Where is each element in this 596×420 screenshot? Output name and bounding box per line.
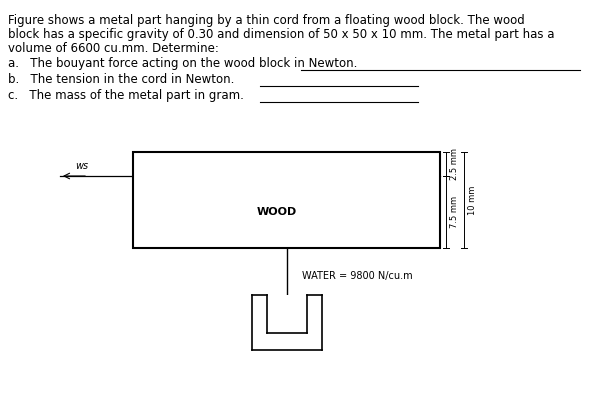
Bar (133, 152, 440, 248)
Text: WATER = 9800 N/cu.m: WATER = 9800 N/cu.m (302, 271, 412, 281)
Text: 7.5 mm: 7.5 mm (450, 196, 459, 228)
Text: Figure shows a metal part hanging by a thin cord from a floating wood block. The: Figure shows a metal part hanging by a t… (8, 14, 524, 27)
Text: 2.5 mm: 2.5 mm (450, 148, 459, 180)
Text: WOOD: WOOD (256, 207, 297, 217)
Text: 10 mm: 10 mm (468, 185, 477, 215)
Text: c.   The mass of the metal part in gram.: c. The mass of the metal part in gram. (8, 89, 244, 102)
Text: a.   The bouyant force acting on the wood block in Newton.: a. The bouyant force acting on the wood … (8, 57, 358, 70)
Text: b.   The tension in the cord in Newton.: b. The tension in the cord in Newton. (8, 73, 234, 86)
Text: volume of 6600 cu.mm. Determine:: volume of 6600 cu.mm. Determine: (8, 42, 219, 55)
Text: block has a specific gravity of 0.30 and dimension of 50 x 50 x 10 mm. The metal: block has a specific gravity of 0.30 and… (8, 28, 554, 41)
Bar (266, 295, 306, 333)
Text: ws: ws (76, 161, 89, 171)
